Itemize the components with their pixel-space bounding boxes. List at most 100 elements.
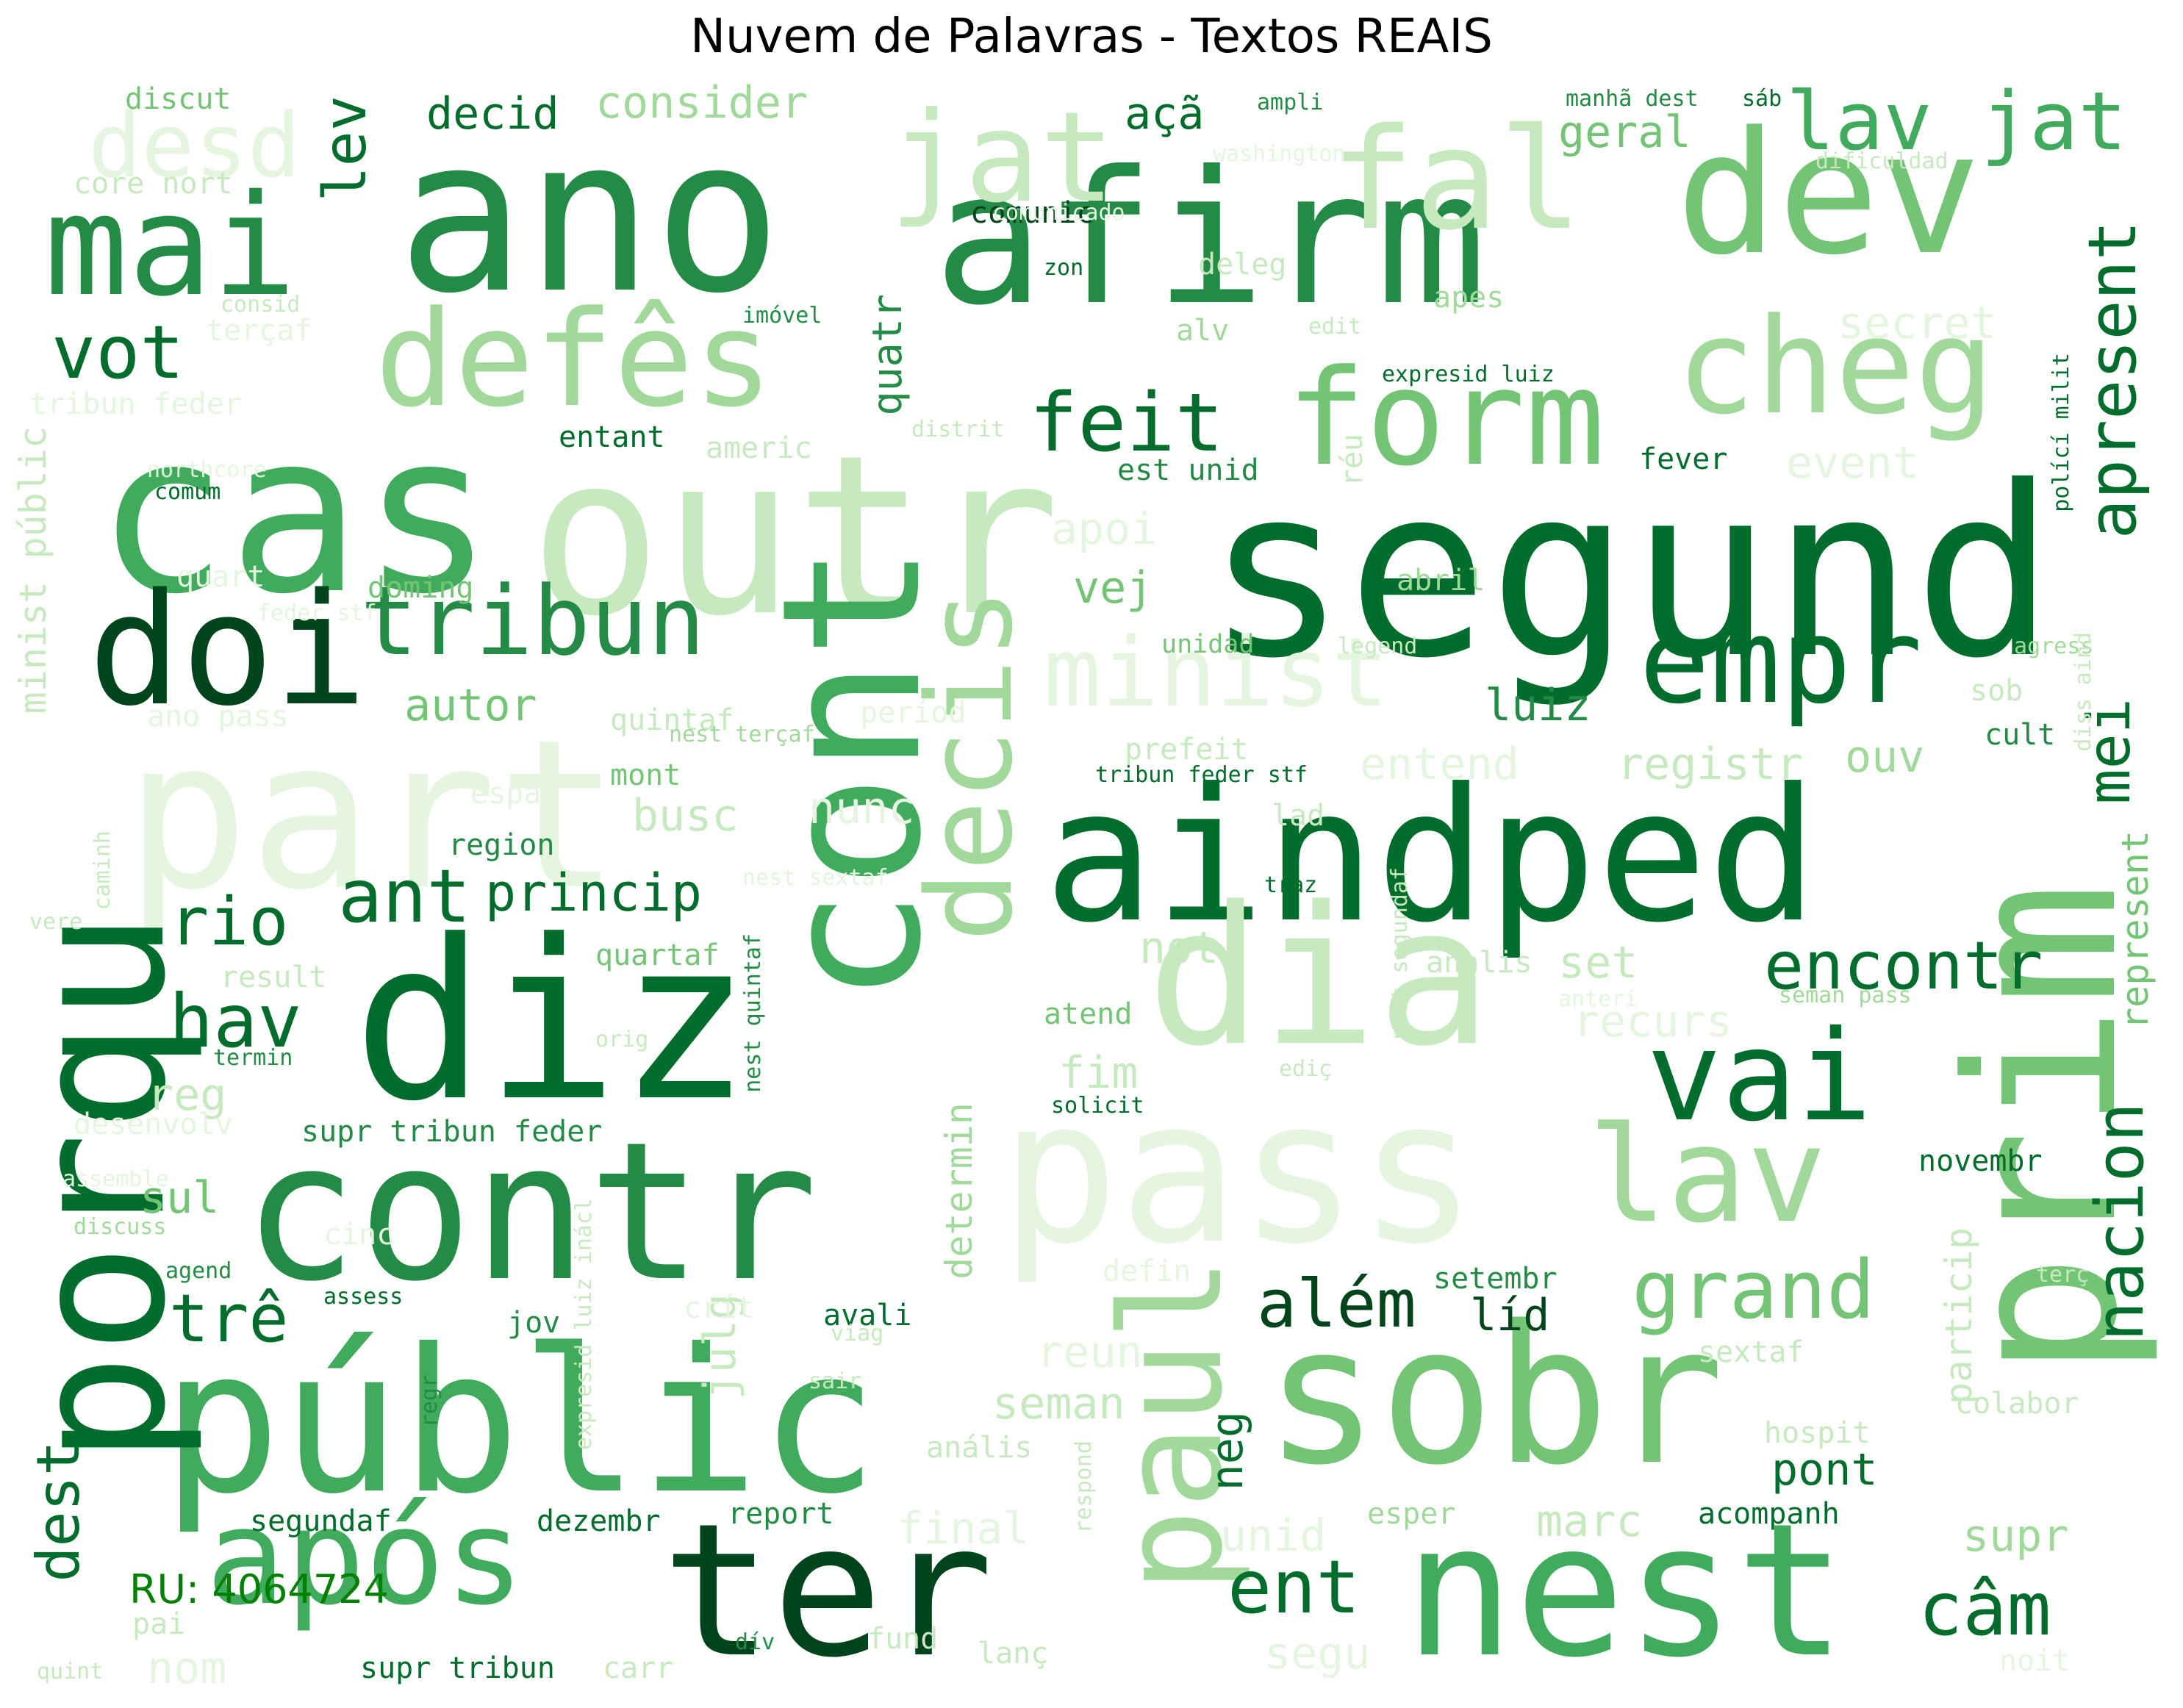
cloud-word: recurs	[1573, 996, 1732, 1047]
cloud-word: nest quintaf	[740, 933, 766, 1093]
cloud-word: réu	[1336, 434, 1369, 487]
cloud-word: defin	[1103, 1255, 1191, 1288]
cloud-word: analis	[1426, 946, 1533, 980]
cloud-word: novembr	[1918, 1144, 2043, 1178]
cloud-word: doi	[88, 560, 368, 740]
cloud-word: jov	[507, 1306, 561, 1340]
cloud-word: pont	[1771, 1444, 1878, 1496]
cloud-word: dív	[735, 1629, 775, 1655]
cloud-word: result	[221, 961, 327, 994]
cloud-word: nom	[147, 1643, 227, 1694]
cloud-word: vot	[51, 309, 184, 395]
cloud-word: cas	[96, 386, 494, 642]
cloud-word: discuss	[74, 1214, 167, 1240]
cloud-word: termin	[213, 1045, 293, 1071]
cloud-word: após	[206, 1481, 525, 1635]
cloud-word: part	[125, 696, 621, 936]
cloud-word: not	[1139, 922, 1219, 974]
cloud-word: aindped	[1044, 749, 1818, 963]
cloud-word: deleg	[1198, 248, 1287, 281]
cloud-word: discut	[125, 82, 232, 116]
cloud-word: lav jat	[1786, 74, 2127, 168]
cloud-word: ent	[1227, 1544, 1361, 1630]
cloud-word: tribun feder stf	[1095, 762, 1308, 788]
cloud-word: agress	[2014, 634, 2094, 659]
cloud-word: ampli	[1257, 90, 1324, 115]
cloud-word: viag	[831, 1321, 884, 1346]
cloud-word: busc	[632, 790, 739, 842]
cloud-word: trê	[169, 1280, 289, 1357]
cloud-word: dev	[1676, 96, 1982, 293]
cloud-word: quint	[37, 1659, 104, 1684]
cloud-word: atend	[1044, 997, 1133, 1031]
cloud-word: apresent	[2074, 220, 2151, 539]
cloud-word: manhã dest	[1566, 86, 1699, 112]
cloud-word: ano pass	[147, 700, 289, 733]
cloud-word: region	[448, 828, 555, 862]
cloud-word: particip	[1938, 1227, 1980, 1404]
cloud-word: lanç	[978, 1637, 1049, 1671]
cloud-word: vej	[1073, 562, 1153, 614]
cloud-word: unid	[1220, 1510, 1327, 1562]
cloud-word: jat	[889, 85, 1116, 231]
cloud-word: segund	[1205, 437, 2055, 710]
cloud-word: vai	[1646, 1004, 1873, 1149]
cloud-word: pai	[132, 1607, 186, 1641]
cloud-word: assess	[323, 1284, 404, 1310]
cloud-word: fund	[867, 1622, 939, 1656]
cloud-word: colabor	[1955, 1387, 2079, 1421]
cloud-word: minist públic	[12, 426, 54, 714]
cloud-word: marc	[1536, 1496, 1643, 1547]
cloud-word: acompanh	[1698, 1497, 1840, 1531]
cloud-word: câm	[1918, 1566, 2051, 1652]
cloud-word: prefeit	[1125, 733, 1249, 767]
cloud-word: comum	[154, 479, 221, 505]
cloud-word: geral	[1558, 107, 1691, 158]
cloud-word: respond	[1071, 1440, 1097, 1534]
cloud-word: sáb	[1742, 86, 1782, 112]
cloud-word: públic	[162, 1306, 879, 1537]
cloud-word: segu	[1264, 1628, 1371, 1679]
cloud-word: fal	[1330, 98, 1583, 261]
cloud-word: defês	[375, 283, 773, 437]
cloud-word: segundaf	[250, 1504, 392, 1538]
cloud-word: princip	[485, 863, 703, 923]
cloud-word: quatr	[864, 294, 911, 416]
cloud-word: açã	[1125, 88, 1205, 140]
cloud-word: sob	[1970, 674, 2024, 708]
cloud-word: orig	[595, 1027, 649, 1052]
cloud-word: nunc	[809, 783, 915, 834]
cloud-word: decid	[426, 88, 559, 140]
cloud-word: supr	[1962, 1510, 2069, 1562]
cloud-word: supr tribun	[360, 1651, 555, 1685]
cloud-word: empr	[1639, 592, 1923, 730]
cloud-word: noit	[1999, 1644, 2071, 1678]
cloud-word: legend	[1338, 634, 1418, 659]
cloud-word: cinc	[323, 1218, 395, 1252]
cloud-word: seman pass	[1779, 983, 1912, 1008]
cloud-word: diz	[353, 893, 751, 1149]
cloud-word: abril	[1397, 564, 1485, 598]
cloud-word: vere	[29, 909, 83, 935]
cloud-word: mont	[610, 758, 681, 792]
cloud-word: avali	[823, 1299, 912, 1332]
cloud-word: unidad	[1161, 630, 1255, 659]
cloud-word: rio	[169, 883, 289, 961]
cloud-word: reun	[1036, 1327, 1143, 1378]
cloud-word: event	[1786, 437, 1919, 489]
cloud-word: anális	[926, 1431, 1033, 1465]
cloud-word: comunic	[970, 196, 1094, 230]
cloud-word: caminh	[90, 830, 115, 911]
cloud-word: lev	[311, 96, 379, 202]
cloud-word: washington	[1213, 141, 1346, 167]
cloud-word: apes	[1433, 281, 1505, 315]
cloud-word: fever	[1639, 442, 1728, 476]
cloud-word: dia	[1147, 866, 1492, 1088]
cloud-word: apoi	[1051, 503, 1158, 555]
cloud-word: lad	[1272, 799, 1325, 833]
cloud-word: autor	[404, 680, 537, 731]
cloud-word: feder stf	[257, 600, 377, 626]
cloud-word: neg	[1202, 1411, 1253, 1491]
cloud-word: feit	[1029, 376, 1224, 470]
